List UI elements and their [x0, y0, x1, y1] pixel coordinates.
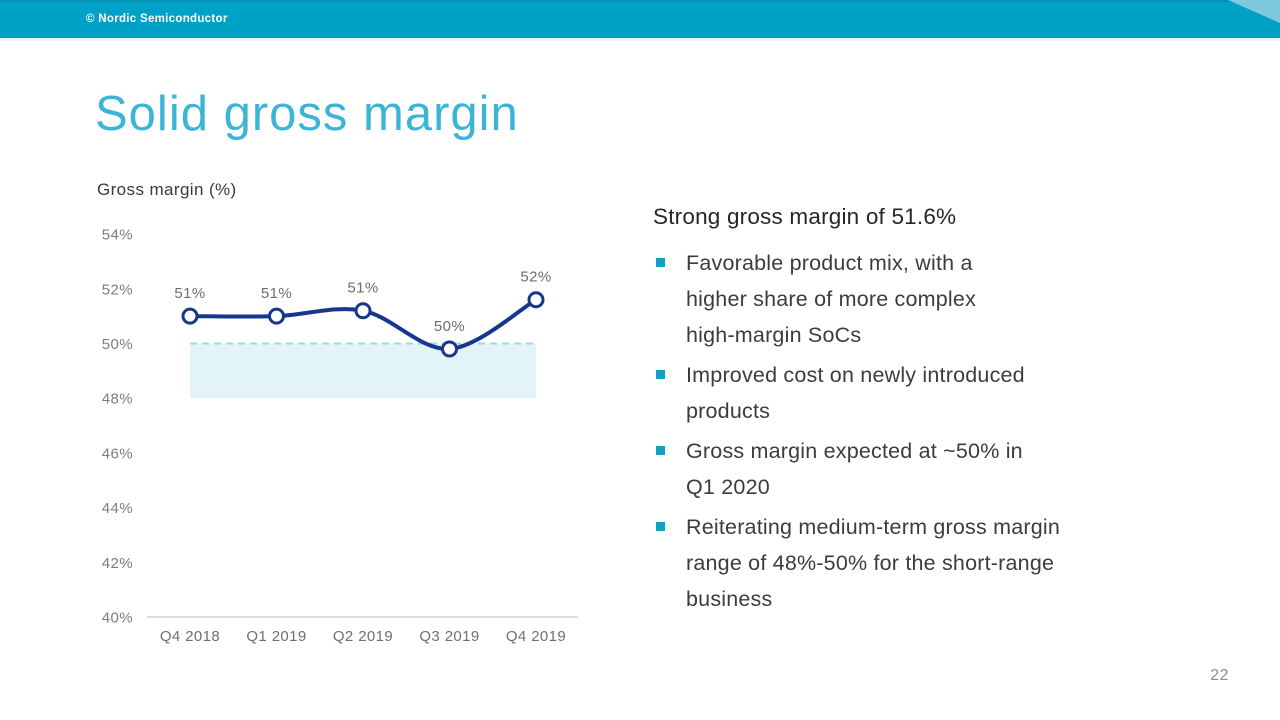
bullet-line: Gross margin expected at ~50% in [686, 439, 1023, 463]
y-tick-label: 52% [102, 281, 133, 298]
bullet-line: Favorable product mix, with a [686, 251, 973, 275]
top-bar: © Nordic Semiconductor [0, 0, 1280, 41]
y-tick-label: 44% [102, 500, 133, 517]
gross-margin-line-chart: 54% 52% 50% 48% 46% 44% 42% 40% Q4 2018 Q1 2019 Q2… [102, 227, 578, 645]
bullet-square-icon [656, 258, 665, 267]
bullet-line: products [686, 399, 771, 423]
bullet-item: Favorable product mix, with a higher shar… [653, 245, 1193, 353]
x-tick-label: Q4 2018 [160, 628, 220, 645]
panel-heading: Strong gross margin of 51.6% [653, 204, 957, 229]
chart-axis-title: Gross margin (%) [97, 180, 237, 199]
bullet-list: Favorable product mix, with a higher shar… [653, 245, 1193, 617]
data-point-marker [354, 302, 372, 320]
slide-title: Solid gross margin [95, 87, 519, 141]
bullet-item: Gross margin expected at ~50% in Q1 2020 [653, 433, 1193, 505]
key-points-panel: Strong gross margin of 51.6% Favorable p… [653, 204, 1193, 621]
corner-accent-triangle [1228, 0, 1280, 23]
y-tick-label: 40% [102, 610, 133, 627]
y-tick-label: 50% [102, 336, 133, 353]
data-point-label: 51% [347, 280, 378, 297]
data-point-marker [527, 291, 545, 309]
x-tick-label: Q3 2019 [419, 628, 479, 645]
bullet-line: Reiterating medium-term gross margin [686, 515, 1061, 539]
data-point-label: 51% [174, 285, 205, 302]
bullet-line: Improved cost on newly introduced [686, 363, 1025, 387]
data-point-label: 51% [261, 285, 292, 302]
topbar-accent-line [0, 0, 1280, 2]
data-point-marker [268, 307, 285, 325]
bullet-square-icon [656, 370, 665, 379]
bullet-square-icon [656, 446, 665, 455]
y-tick-label: 42% [102, 555, 133, 572]
bullet-square-icon [656, 522, 665, 531]
y-tick-label: 54% [102, 227, 133, 244]
copyright-text: © Nordic Semiconductor [86, 13, 228, 25]
bullet-line: higher share of more complex [686, 287, 977, 311]
bullet-line: high-margin SoCs [686, 323, 862, 347]
x-tick-label: Q2 2019 [333, 628, 393, 645]
y-tick-label: 46% [102, 445, 133, 462]
page-number: 22 [1210, 667, 1229, 684]
bullet-line: range of 48%-50% for the short-range [686, 551, 1055, 575]
bullet-item: Improved cost on newly introduced product… [653, 357, 1193, 429]
data-point-marker [441, 340, 458, 358]
bullet-line: business [686, 587, 773, 611]
data-point-label: 50% [434, 318, 465, 335]
x-tick-label: Q4 2019 [506, 628, 566, 645]
x-tick-label: Q1 2019 [246, 628, 306, 645]
bullet-item: Reiterating medium-term gross margin rang… [653, 509, 1193, 617]
target-band [190, 343, 536, 399]
bullet-line: Q1 2020 [686, 475, 770, 499]
data-point-marker [181, 307, 199, 325]
y-tick-label: 48% [102, 391, 133, 408]
data-point-label: 52% [520, 269, 551, 286]
